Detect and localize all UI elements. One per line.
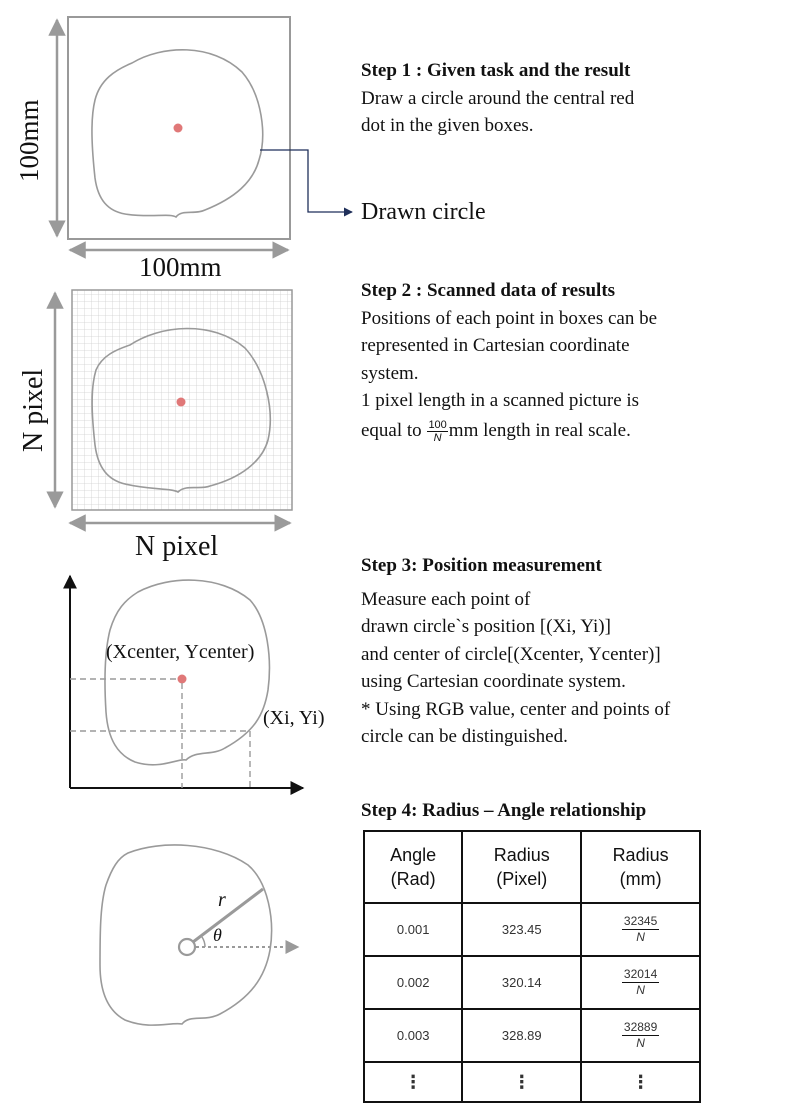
step2-last-prefix: equal to xyxy=(361,419,427,441)
step4-title: Step 4: Radius – Angle relationship xyxy=(361,800,647,821)
panel-4-radius-angle xyxy=(99,844,300,1026)
step3-line: Measure each point of xyxy=(361,588,531,610)
panel-2-scanned xyxy=(46,289,293,532)
panel1-horizontal-label: 100mm xyxy=(139,252,222,282)
step3-line: circle can be distinguished. xyxy=(361,726,568,747)
center-ring xyxy=(177,937,197,957)
drawn-circle-4 xyxy=(99,844,273,1026)
drawn-circle-callout: Drawn circle xyxy=(361,199,486,225)
center-coordinate-label: (Xcenter, Ycenter) xyxy=(106,641,255,663)
step3-line: * Using RGB value, center and points of xyxy=(361,698,671,720)
scale-fraction: 100 N xyxy=(427,418,448,444)
header-angle: Angle (Rad) xyxy=(362,830,464,904)
cell-ellipsis: ⋮ xyxy=(580,1061,701,1103)
center-dot-2 xyxy=(176,397,186,407)
drawn-circle-1 xyxy=(91,49,264,219)
step3-line: and center of circle[(Xcenter, Ycenter)] xyxy=(361,643,661,665)
center-dot-3 xyxy=(177,674,187,684)
step1-block: Step 1 : Given task and the result Draw … xyxy=(361,57,634,140)
step2-line: Positions of each point in boxes can be xyxy=(361,307,658,329)
panel2-horizontal-label: N pixel xyxy=(135,531,219,562)
panel-1-given-task xyxy=(48,16,353,259)
step2-line: 1 pixel length in a scanned picture is xyxy=(361,390,640,411)
radius-symbol: r xyxy=(218,889,226,911)
cell-radius-mm: 32345 N xyxy=(580,902,701,957)
task-box xyxy=(67,16,291,240)
cell-ellipsis: ⋮ xyxy=(362,1061,464,1103)
radius-angle-table: Angle (Rad) Radius (Pixel) Radius (mm) 0.00… xyxy=(362,830,701,1103)
drawn-circle-3 xyxy=(104,579,271,766)
cell-angle: 0.001 xyxy=(362,902,464,957)
angle-arc xyxy=(201,936,206,948)
angle-symbol: θ xyxy=(213,925,222,945)
step1-title: Step 1 : Given task and the result xyxy=(361,60,631,81)
scale-fraction-numerator: 100 xyxy=(427,418,448,432)
panel2-vertical-label: N pixel xyxy=(18,368,49,452)
step3-title: Step 3: Position measurement xyxy=(361,555,602,576)
table-header-row: Angle (Rad) Radius (Pixel) Radius (mm) xyxy=(362,830,701,904)
drawn-circle-2 xyxy=(91,327,271,493)
step3-line: drawn circle`s position [(Xi, Yi)] xyxy=(361,616,611,637)
step2-title: Step 2 : Scanned data of results xyxy=(361,280,616,301)
table-row: 0.003 328.89 32889 N xyxy=(362,1008,701,1063)
cell-radius-pixel: 320.14 xyxy=(461,955,583,1010)
step2-block: Step 2 : Scanned data of results Positio… xyxy=(361,277,657,444)
radius-line xyxy=(192,887,264,944)
step3-block: Step 3: Position measurement Measure eac… xyxy=(361,552,670,751)
cell-angle: 0.003 xyxy=(362,1008,464,1063)
table-row: 0.001 323.45 32345 N xyxy=(362,902,701,957)
step1-line: Draw a circle around the central red xyxy=(361,87,635,109)
cell-ellipsis: ⋮ xyxy=(461,1061,583,1103)
scale-fraction-denominator: N xyxy=(433,431,442,444)
cell-angle: 0.002 xyxy=(362,955,464,1010)
step2-line: represented in Cartesian coordinate xyxy=(361,335,630,356)
cell-radius-pixel: 323.45 xyxy=(461,902,583,957)
step2-last-suffix: mm length in real scale. xyxy=(448,419,631,441)
step4-block: Step 4: Radius – Angle relationship xyxy=(361,797,646,825)
step1-line: dot in the given boxes. xyxy=(361,115,534,136)
cell-radius-mm: 32889 N xyxy=(580,1008,701,1063)
cell-radius-pixel: 328.89 xyxy=(461,1008,583,1063)
point-coordinate-label: (Xi, Yi) xyxy=(263,707,325,729)
header-radius-mm: Radius (mm) xyxy=(580,830,701,904)
table-row: 0.002 320.14 32014 N xyxy=(362,955,701,1010)
panel1-vertical-label: 100mm xyxy=(14,99,44,182)
header-radius-pixel: Radius (Pixel) xyxy=(461,830,583,904)
step3-line: using Cartesian coordinate system. xyxy=(361,671,626,692)
table-ellipsis-row: ⋮ ⋮ ⋮ xyxy=(362,1061,701,1103)
step2-line: system. xyxy=(361,362,419,384)
callout-connector xyxy=(260,149,353,217)
cell-radius-mm: 32014 N xyxy=(580,955,701,1010)
center-dot-1 xyxy=(173,123,183,133)
panel-3-coordinates xyxy=(63,574,305,795)
